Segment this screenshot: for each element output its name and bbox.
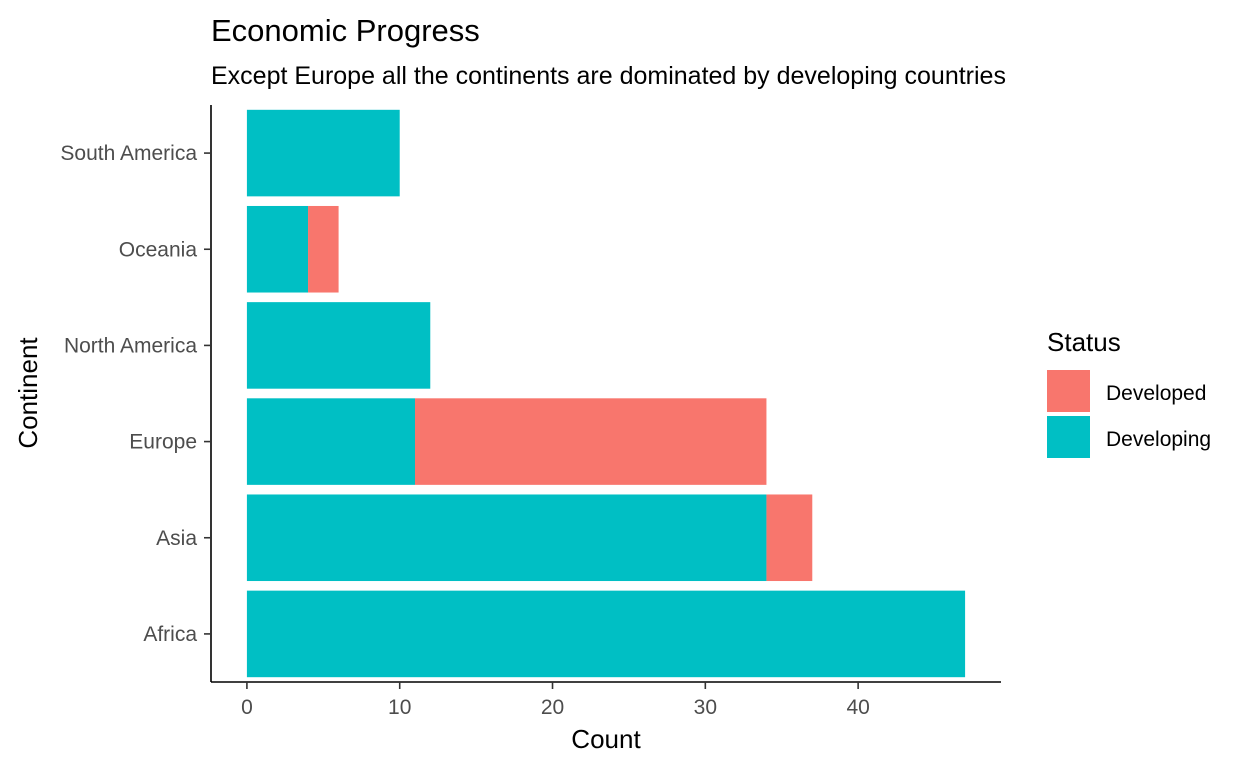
legend-swatch-developing [1047, 416, 1090, 458]
legend-label-developed: Developed [1106, 382, 1206, 405]
y-ticks-group: Africa Asia Europe North America Oceania Sout… [60, 142, 211, 646]
y-tick-label: North America [64, 334, 197, 357]
x-tick-label: 40 [846, 696, 869, 719]
bar-asia-developing [246, 494, 767, 582]
x-tick-label: 10 [388, 696, 411, 719]
bar-europe-developing [246, 398, 415, 485]
bars-group [246, 109, 966, 678]
y-tick-label: Asia [156, 527, 197, 550]
x-tick-label: 0 [241, 696, 253, 719]
y-tick-label: Oceania [119, 238, 198, 261]
legend-label-developing: Developing [1106, 428, 1211, 451]
legend: Status Developed Developing [1047, 327, 1211, 458]
y-tick-label: Africa [143, 623, 197, 646]
chart-title: Economic Progress [211, 13, 480, 48]
bar-oceania-developed [308, 205, 339, 293]
bar-europe-developed [414, 398, 767, 485]
y-axis-title: Continent [13, 337, 43, 449]
bar-north-america-developing [246, 302, 431, 389]
x-tick-label: 30 [694, 696, 717, 719]
legend-title: Status [1047, 327, 1121, 357]
y-tick-label: South America [60, 142, 197, 165]
y-tick-label: Europe [129, 431, 197, 454]
x-axis-title: Count [571, 724, 641, 754]
bar-oceania-developing [246, 205, 309, 293]
bar-africa-developing [246, 590, 966, 678]
bar-asia-developed [766, 494, 813, 582]
bar-south-america-developing [246, 109, 400, 197]
legend-swatch-developed [1047, 370, 1090, 412]
x-tick-label: 20 [541, 696, 564, 719]
chart-subtitle: Except Europe all the continents are dom… [211, 62, 1006, 90]
x-ticks-group: 0 10 20 30 40 [241, 682, 870, 719]
